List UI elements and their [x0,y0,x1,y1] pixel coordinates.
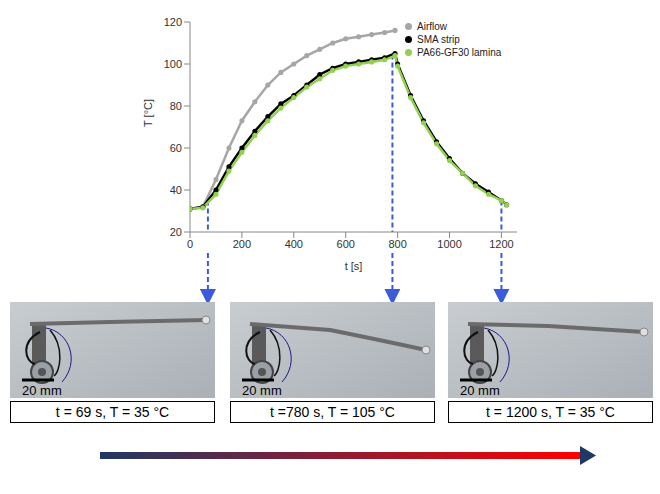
svg-text:1200: 1200 [489,238,513,250]
html-text:SMA strip: SMA strip [417,34,460,45]
svg-text:40: 40 [170,184,182,196]
svg-text:200: 200 [233,238,251,250]
svg-text:20 mm: 20 mm [242,383,282,398]
svg-text:400: 400 [285,238,303,250]
svg-text:t [s]: t [s] [345,260,363,272]
svg-text:80: 80 [170,100,182,112]
html-text:t =780 s, T = 105 °C: t =780 s, T = 105 °C [270,404,395,420]
svg-text:120: 120 [164,16,182,28]
svg-text:100: 100 [164,58,182,70]
html-text:PA66-GF30 lamina: PA66-GF30 lamina [417,47,502,58]
html-text:Airflow: Airflow [417,21,447,32]
svg-text:0: 0 [187,238,193,250]
svg-text:20 mm: 20 mm [460,383,500,398]
svg-text:60: 60 [170,142,182,154]
svg-text:600: 600 [337,238,355,250]
html-text:t = 69 s, T = 35 °C: t = 69 s, T = 35 °C [55,404,170,420]
svg-text:1000: 1000 [437,238,461,250]
svg-text:20 mm: 20 mm [22,383,62,398]
svg-text:T [°C]: T [°C] [142,99,154,127]
html-text:t = 1200 s, T = 35 °C: t = 1200 s, T = 35 °C [486,404,615,420]
svg-text:20: 20 [170,226,182,238]
svg-text:800: 800 [388,238,406,250]
